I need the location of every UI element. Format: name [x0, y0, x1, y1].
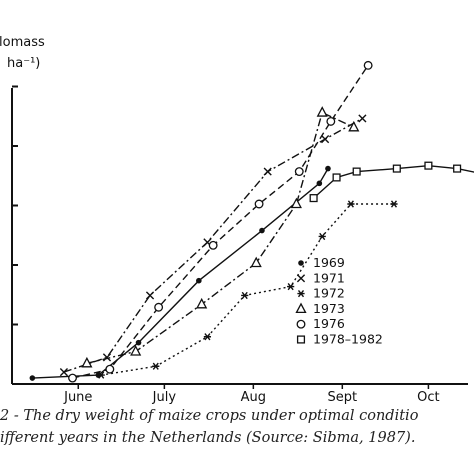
figure-caption: 2 - The dry weight of maize crops under … [0, 405, 474, 449]
x-tick-label: Oct [417, 390, 439, 405]
legend-label: 1978–1982 [313, 332, 383, 347]
data-point [363, 60, 373, 70]
data-point [81, 356, 93, 368]
data-point [287, 282, 295, 291]
data-point [68, 373, 77, 383]
legend-item: 1978–1982 [296, 332, 383, 347]
data-point [316, 180, 323, 187]
data-point [29, 375, 36, 381]
data-point [102, 353, 112, 362]
data-point [309, 194, 318, 203]
series-1976 [68, 60, 373, 383]
series-1973 [81, 106, 360, 368]
data-point [297, 289, 305, 298]
series-1969 [29, 165, 331, 381]
data-point [296, 274, 306, 283]
data-point [332, 173, 341, 182]
series-line [32, 168, 329, 379]
series-1971 [59, 114, 367, 377]
y-axis-label-line2: ha⁻¹) [7, 56, 40, 71]
data-point [296, 335, 306, 344]
legend-item: 1973 [295, 301, 345, 316]
data-point [97, 371, 105, 379]
data-point [135, 339, 142, 346]
y-ticks [12, 85, 18, 385]
data-point [263, 167, 272, 176]
data-point [203, 333, 212, 341]
data-point [316, 106, 328, 117]
data-point [325, 165, 331, 172]
legend-item: 1969 [298, 255, 345, 270]
legend-label: 1973 [313, 301, 345, 316]
caption-line-2: ifferent years in the Netherlands (Sourc… [0, 430, 416, 446]
data-point [352, 167, 361, 176]
data-point [348, 120, 360, 132]
axes: June July Aug Sept Oct [11, 85, 468, 405]
data-point [154, 302, 164, 312]
x-tick-label: July [152, 390, 177, 405]
data-point [250, 256, 262, 268]
data-point [196, 297, 208, 309]
data-point [295, 302, 307, 314]
caption-line-1: 2 - The dry weight of maize crops under … [0, 408, 419, 424]
data-point [105, 364, 115, 374]
chart: June July Aug Sept Oct lomass ha⁻¹) 19691971… [0, 35, 474, 405]
x-tick-label: Aug [241, 390, 266, 405]
data-point [392, 164, 401, 173]
data-point [241, 291, 249, 300]
x-tick-label: June [63, 390, 92, 405]
legend-item: 1972 [297, 286, 345, 301]
data-point [296, 319, 306, 329]
data-point [358, 114, 367, 123]
data-point [196, 277, 202, 284]
data-point [390, 200, 398, 208]
legend-item: 1971 [296, 270, 345, 285]
data-point [298, 260, 304, 266]
data-point [318, 232, 326, 241]
data-point [145, 291, 155, 300]
data-point [259, 227, 265, 234]
data-point [326, 116, 336, 126]
data-point [320, 135, 330, 144]
data-point [290, 197, 302, 209]
data-point [152, 362, 160, 370]
legend-label: 1971 [313, 270, 345, 285]
data-point [453, 164, 462, 173]
series-layer [29, 60, 474, 383]
series-1972 [97, 200, 398, 379]
data-point [424, 161, 433, 170]
data-point [130, 345, 142, 356]
data-point [294, 167, 304, 176]
data-point [59, 368, 69, 377]
legend-label: 1969 [313, 255, 345, 270]
series-1978-1982 [309, 161, 474, 203]
y-axis-label-line1: lomass [0, 35, 45, 50]
legend-item: 1976 [296, 316, 345, 331]
data-point [254, 199, 264, 209]
data-point [347, 200, 355, 208]
legend-label: 1972 [313, 286, 345, 301]
x-tick-label: Sept [328, 390, 358, 405]
series-line [101, 203, 394, 376]
x-ticks: June July Aug Sept Oct [63, 384, 440, 405]
data-point [208, 240, 218, 250]
legend-label: 1976 [313, 316, 345, 331]
